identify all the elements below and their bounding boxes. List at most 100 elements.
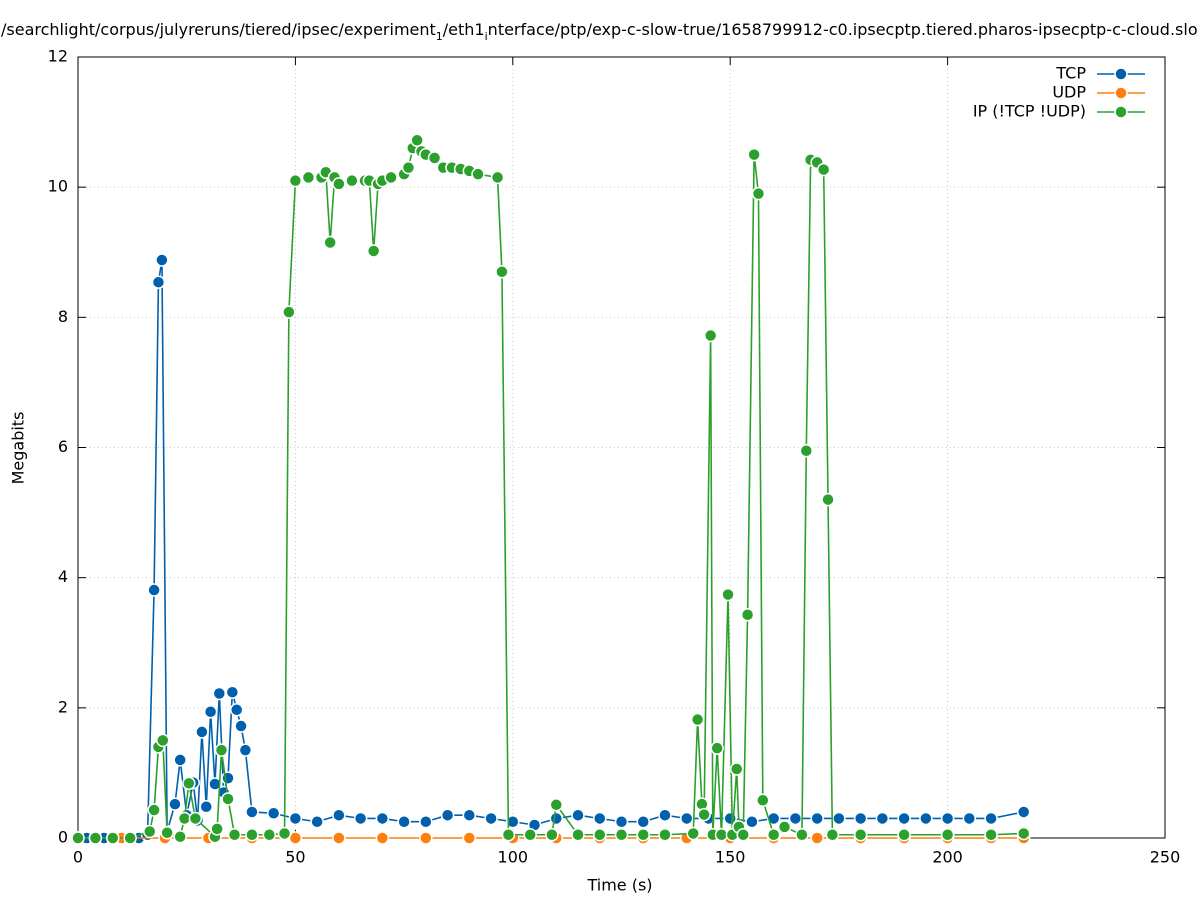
- data-point: [366, 244, 381, 258]
- data-point: [721, 587, 735, 602]
- x-tick-label: 50: [285, 848, 305, 867]
- data-point: [419, 814, 433, 829]
- data-point: [142, 824, 157, 839]
- data-point: [897, 811, 911, 826]
- data-point: [501, 827, 516, 842]
- data-point: [484, 811, 498, 826]
- data-point: [203, 704, 218, 719]
- data-point: [277, 826, 292, 841]
- data-point: [636, 827, 650, 842]
- data-point: [853, 811, 868, 826]
- data-point: [234, 719, 248, 733]
- data-point: [686, 826, 700, 841]
- data-point: [614, 827, 629, 842]
- data-point: [123, 831, 137, 845]
- data-point: [571, 808, 585, 822]
- data-point: [545, 827, 559, 842]
- data-point: [375, 831, 390, 845]
- data-point: [523, 827, 537, 842]
- data-point: [195, 725, 209, 739]
- title-part: nterface/ptp/exp-c-slow-true/1658799912-…: [488, 20, 1197, 39]
- x-tick-label: 200: [932, 848, 963, 867]
- y-tick-label: 10: [48, 177, 68, 196]
- data-point: [88, 831, 103, 845]
- data-point: [147, 803, 161, 817]
- data-point: [384, 170, 398, 185]
- title-part: i: [485, 30, 488, 43]
- data-point: [182, 776, 196, 791]
- data-point: [777, 820, 792, 834]
- data-point: [766, 827, 781, 842]
- data-point: [173, 753, 187, 767]
- data-point: [440, 808, 455, 822]
- y-tick-label: 12: [48, 47, 68, 66]
- data-point: [875, 811, 890, 826]
- data-point: [853, 827, 868, 842]
- title-part: /searchlight/corpus/julyreruns/tiered/ip…: [1, 20, 436, 39]
- data-point: [825, 827, 840, 842]
- data-point: [410, 133, 424, 148]
- data-point: [549, 811, 564, 826]
- data-point: [614, 814, 629, 829]
- data-point: [788, 811, 803, 826]
- data-point: [227, 827, 242, 842]
- y-tick-label: 2: [58, 697, 68, 716]
- data-point: [636, 814, 650, 829]
- data-point: [506, 814, 520, 829]
- x-axis-label: Time (s): [586, 876, 652, 895]
- data-point: [245, 827, 259, 842]
- data-point: [549, 798, 564, 812]
- x-tick-label: 250: [1150, 848, 1181, 867]
- data-point: [310, 814, 324, 829]
- data-point: [106, 831, 120, 845]
- data-point: [471, 167, 485, 181]
- data-point: [832, 811, 846, 826]
- data-point: [156, 733, 170, 748]
- data-point: [984, 811, 998, 826]
- y-axis-label: Megabits: [9, 412, 28, 485]
- data-point: [375, 811, 390, 826]
- legend-label: TCP: [1055, 64, 1086, 83]
- data-point: [462, 808, 477, 822]
- data-point: [571, 827, 585, 842]
- data-point: [747, 147, 761, 162]
- data-point: [160, 826, 174, 840]
- y-tick-label: 6: [58, 437, 68, 456]
- data-point: [225, 685, 240, 699]
- x-tick-label: 150: [715, 848, 746, 867]
- data-point: [897, 827, 911, 842]
- data-point: [266, 806, 281, 821]
- y-tick-label: 4: [58, 567, 68, 586]
- data-point: [495, 265, 509, 279]
- data-point: [810, 811, 824, 826]
- data-point: [690, 712, 705, 727]
- data-point: [490, 170, 505, 185]
- data-point: [199, 800, 214, 814]
- legend-marker: [1114, 86, 1128, 100]
- data-point: [593, 827, 607, 842]
- data-point: [245, 805, 259, 819]
- data-point: [214, 743, 229, 757]
- data-point: [984, 827, 998, 842]
- data-point: [710, 741, 724, 755]
- data-point: [71, 831, 85, 845]
- data-point: [353, 811, 368, 826]
- data-point: [221, 792, 235, 806]
- data-point: [766, 811, 781, 826]
- data-point: [810, 831, 824, 845]
- y-tick-label: 8: [58, 307, 68, 326]
- data-point: [1016, 805, 1031, 819]
- data-point: [658, 808, 672, 822]
- legend-label: UDP: [1052, 83, 1086, 102]
- data-point: [155, 253, 169, 267]
- data-point: [419, 831, 433, 845]
- data-point: [940, 827, 955, 842]
- data-point: [173, 829, 187, 844]
- data-point: [288, 173, 303, 188]
- data-point: [168, 797, 182, 811]
- title-part: 1: [436, 30, 443, 43]
- data-point: [1016, 826, 1031, 841]
- data-point: [151, 275, 166, 289]
- data-point: [736, 827, 750, 842]
